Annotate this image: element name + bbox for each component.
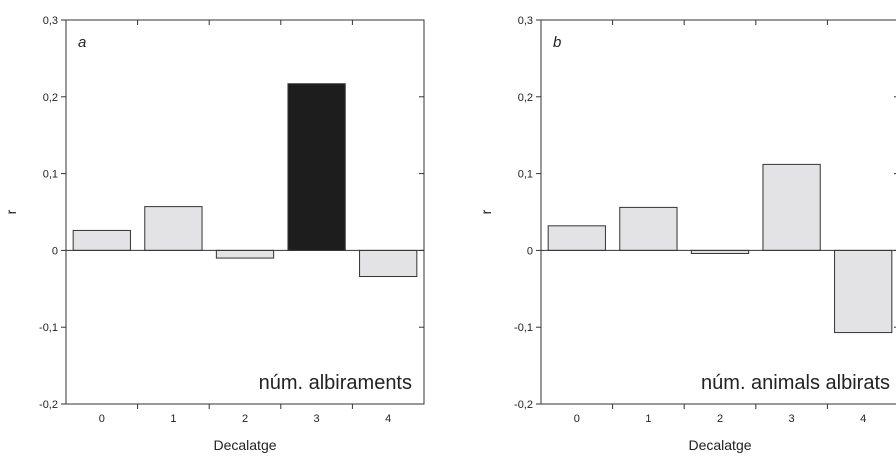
x-tick-label: 0 [99,413,105,425]
x-ticks: 0 1 2 3 4 [574,20,866,425]
x-ticks: 0 1 2 3 4 [99,20,391,425]
y-axis-label: r [3,209,19,214]
panel-label: a [78,34,86,51]
x-axis-label: Decalatge [213,437,276,453]
x-tick-label: 1 [645,413,651,425]
x-tick-label: 3 [314,413,320,425]
x-tick-label: 0 [574,413,580,425]
x-tick-label: 2 [717,413,723,425]
x-tick-label: 2 [242,413,248,425]
bar [144,206,203,251]
plot-frame [65,19,425,405]
bar [619,206,678,251]
y-tick-label: -0,1 [514,322,533,334]
y-tick-label: 0,3 [518,15,533,27]
y-tick-label: -0,1 [39,322,58,334]
bar [287,83,346,251]
bar [547,225,606,251]
y-axis-label: r [478,209,494,214]
y-tick-label: 0,1 [518,169,533,181]
plot-frame [540,19,896,405]
y-tick-label: 0 [527,245,533,257]
bar [834,249,893,334]
panel-annotation: núm. albiraments [259,372,412,394]
y-ticks: -0,2 -0,1 0 0,1 0,2 0,3 [514,15,896,411]
x-tick-label: 4 [860,413,866,425]
y-tick-label: -0,2 [39,399,58,411]
y-tick-label: -0,2 [514,399,533,411]
panel-label: b [553,34,561,51]
bar [72,229,131,251]
chart-panel-a: a núm. albiraments Decalatge r -0,2 -0,1 0… [3,15,425,453]
y-tick-label: 0,2 [43,92,58,104]
bar [215,249,275,259]
chart-panel-b: b núm. animals albirats Decalatge r -0,2… [478,15,896,453]
y-tick-label: 0,2 [518,92,533,104]
bars [72,83,418,278]
bar [762,163,821,251]
x-axis-label: Decalatge [688,437,751,453]
bars [547,163,893,334]
y-tick-label: 0,3 [43,15,58,27]
panel-annotation: núm. animals albirats [701,372,890,394]
y-ticks: -0,2 -0,1 0 0,1 0,2 0,3 [39,15,424,411]
x-tick-label: 4 [385,413,391,425]
y-tick-label: 0,1 [43,169,58,181]
bar [359,249,418,278]
y-tick-label: 0 [52,245,58,257]
x-tick-label: 1 [170,413,176,425]
x-tick-label: 3 [789,413,795,425]
